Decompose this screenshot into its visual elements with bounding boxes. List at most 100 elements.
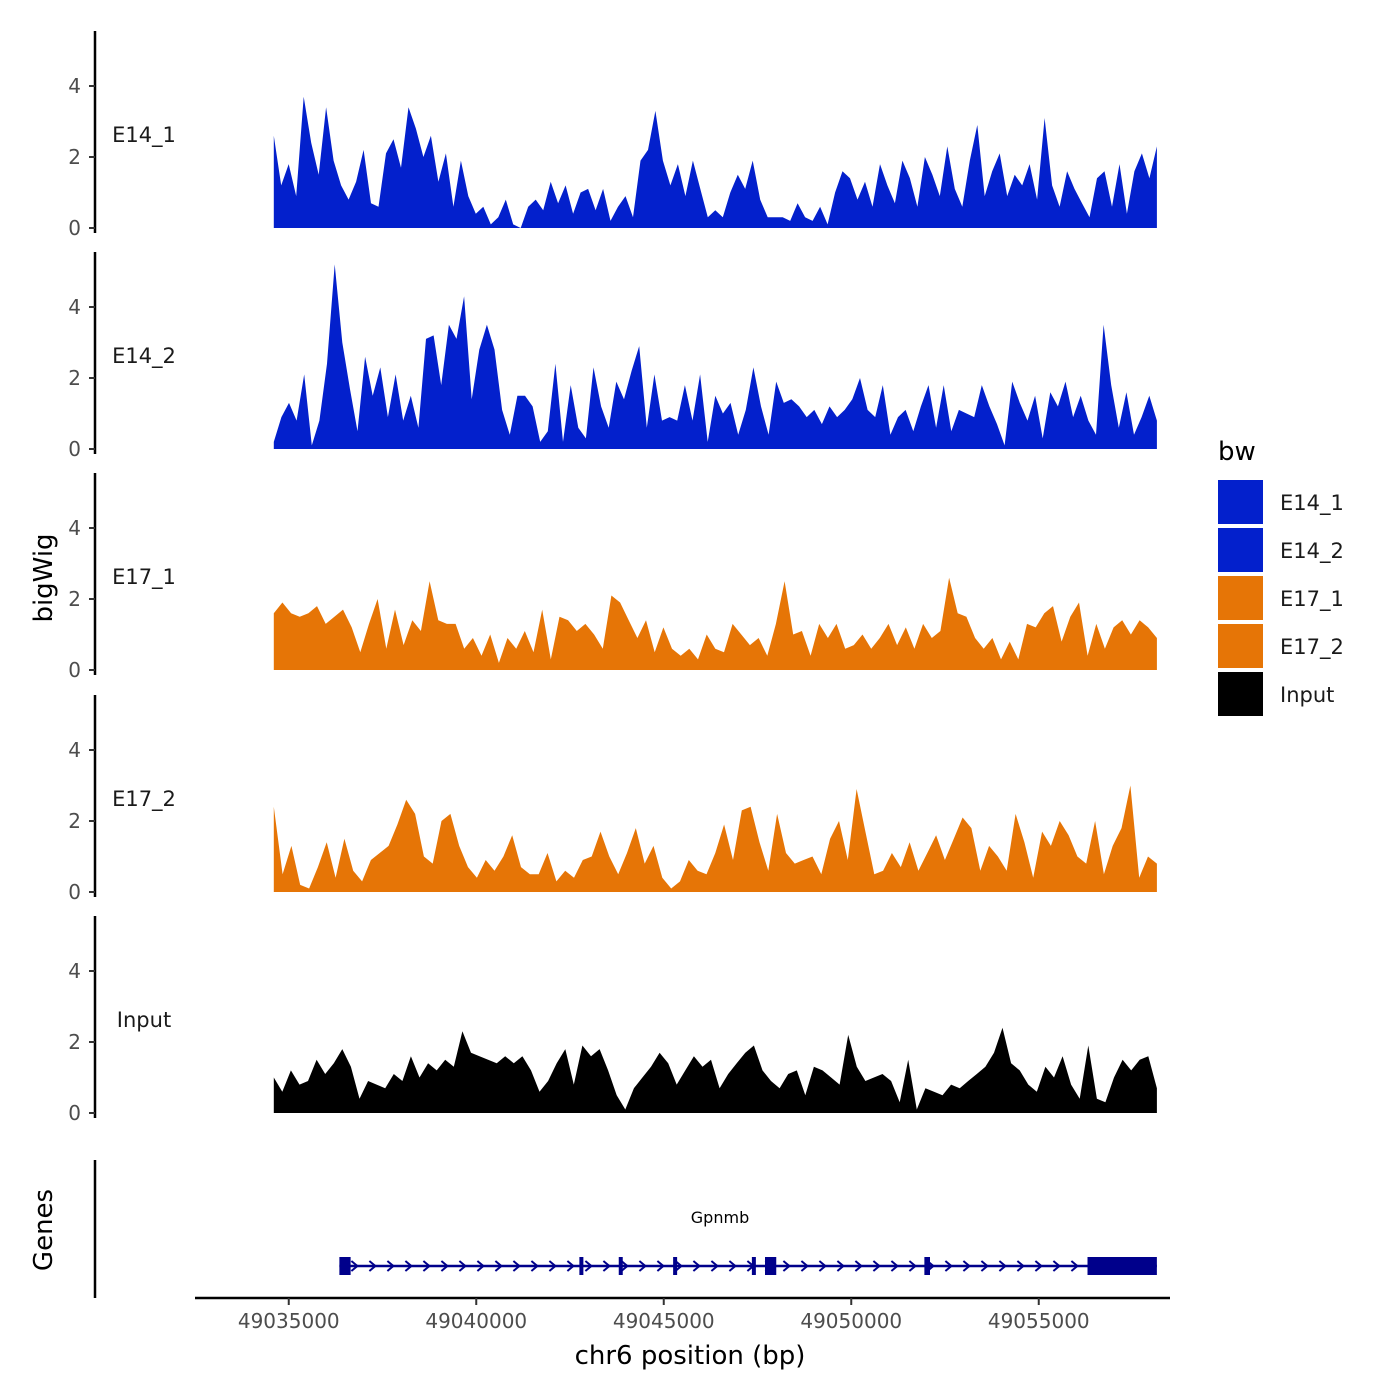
track-label-E14_1: E14_1	[112, 123, 176, 148]
strand-arrow	[1070, 1260, 1079, 1272]
strand-arrow	[998, 1260, 1007, 1272]
area-Input	[273, 1027, 1157, 1113]
track-E17_1: 0 2 4 E17_1	[68, 473, 1157, 682]
area-E17_1	[273, 577, 1157, 670]
area-E14_2	[273, 264, 1157, 449]
strand-arrow	[368, 1260, 377, 1272]
strand-arrow	[836, 1260, 845, 1272]
strand-arrow	[602, 1260, 611, 1272]
legend-swatch-E14_1	[1218, 480, 1263, 524]
strand-arrow	[584, 1260, 593, 1272]
exon-7	[924, 1257, 930, 1275]
strand-arrow	[728, 1260, 737, 1272]
y-tick-label-E17_2-2: 2	[68, 809, 81, 833]
strand-arrow	[962, 1260, 971, 1272]
y-tick-label-E17_1-0: 0	[68, 658, 81, 682]
strand-arrow	[566, 1260, 575, 1272]
y-tick-label-Input-4: 4	[68, 959, 81, 983]
y-tick-label-Input-0: 0	[68, 1101, 81, 1125]
strand-arrow	[980, 1260, 989, 1272]
exon-2	[579, 1257, 584, 1275]
strand-arrow	[656, 1260, 665, 1272]
x-tick-label-49040000: 49040000	[425, 1309, 527, 1333]
exon-4	[673, 1257, 678, 1275]
x-tick-label-49045000: 49045000	[613, 1309, 715, 1333]
y-axis-title: bigWig	[29, 533, 59, 622]
area-E17_2	[273, 785, 1157, 892]
strand-arrow	[404, 1260, 413, 1272]
exon-5	[751, 1257, 756, 1275]
track-Input: 0 2 4 Input	[68, 916, 1157, 1125]
strand-arrow	[1052, 1260, 1061, 1272]
strand-arrow	[440, 1260, 449, 1272]
strand-arrow	[350, 1260, 359, 1272]
strand-arrow	[422, 1260, 431, 1272]
y-tick-label-E14_2-0: 0	[68, 437, 81, 461]
strand-arrow	[512, 1260, 521, 1272]
legend-swatch-E17_2	[1218, 624, 1263, 668]
strand-arrow	[854, 1260, 863, 1272]
y-tick-label-E14_2-4: 4	[68, 295, 81, 319]
strand-arrow	[620, 1260, 629, 1272]
strand-arrow	[674, 1260, 683, 1272]
strand-arrow	[800, 1260, 809, 1272]
track-E14_1: 0 2 4 E14_1	[68, 31, 1157, 240]
legend: bw E14_1 E14_2 E17_1 E17_2 Input	[1218, 437, 1344, 716]
signal-tracks: 0 2 4 E14_1 0 2 4 E14_2 0 2 4 E17_1 0 2 4 E17_2 0 2 4 Input	[68, 31, 1157, 1125]
area-E14_1	[273, 96, 1157, 228]
track-E17_2: 0 2 4 E17_2	[68, 695, 1157, 904]
strand-arrow	[386, 1260, 395, 1272]
y-tick-label-E14_2-2: 2	[68, 366, 81, 390]
strand-arrow	[890, 1260, 899, 1272]
x-tick-label-49050000: 49050000	[800, 1309, 902, 1333]
exon-6	[765, 1257, 777, 1275]
strand-arrow	[782, 1260, 791, 1272]
strand-arrow	[818, 1260, 827, 1272]
legend-title: bw	[1218, 437, 1256, 467]
legend-label-E14_1: E14_1	[1280, 491, 1344, 516]
legend-label-E17_2: E17_2	[1280, 635, 1344, 660]
strand-arrow	[458, 1260, 467, 1272]
strand-arrow	[710, 1260, 719, 1272]
strand-arrow	[944, 1260, 953, 1272]
legend-label-E14_2: E14_2	[1280, 539, 1344, 564]
y-tick-label-E17_1-2: 2	[68, 587, 81, 611]
strand-arrow	[494, 1260, 503, 1272]
track-label-E17_1: E17_1	[112, 565, 176, 590]
strand-arrow	[530, 1260, 539, 1272]
strand-arrow	[476, 1260, 485, 1272]
gene-track: Gpnmb	[93, 1160, 1157, 1298]
y-tick-label-Input-2: 2	[68, 1030, 81, 1054]
y-tick-label-E14_1-2: 2	[68, 145, 81, 169]
exon-3	[618, 1257, 623, 1275]
strand-arrow	[1034, 1260, 1043, 1272]
x-tick-label-49035000: 49035000	[238, 1309, 340, 1333]
x-axis: 49035000 49040000 49045000 49050000 49055000	[195, 1296, 1170, 1333]
exon-1	[339, 1257, 351, 1275]
genes-axis-title: Genes	[29, 1189, 59, 1271]
y-tick-label-E17_2-4: 4	[68, 738, 81, 762]
strand-arrow	[1016, 1260, 1025, 1272]
y-tick-label-E17_2-0: 0	[68, 880, 81, 904]
legend-label-Input: Input	[1280, 683, 1334, 707]
x-tick-label-49055000: 49055000	[988, 1309, 1090, 1333]
legend-label-E17_1: E17_1	[1280, 587, 1344, 612]
legend-swatch-E17_1	[1218, 576, 1263, 620]
track-label-E14_2: E14_2	[112, 344, 176, 369]
strand-arrow	[692, 1260, 701, 1272]
track-label-E17_2: E17_2	[112, 787, 176, 812]
y-tick-label-E17_1-4: 4	[68, 516, 81, 540]
x-axis-title: chr6 position (bp)	[575, 1341, 806, 1371]
track-label-Input: Input	[117, 1008, 171, 1032]
y-tick-label-E14_1-0: 0	[68, 216, 81, 240]
track-E14_2: 0 2 4 E14_2	[68, 252, 1157, 461]
exon-8	[1087, 1257, 1157, 1275]
strand-arrow	[548, 1260, 557, 1272]
legend-swatch-E14_2	[1218, 528, 1263, 572]
gene-name-label: Gpnmb	[691, 1208, 749, 1227]
strand-arrow	[908, 1260, 917, 1272]
strand-arrow	[872, 1260, 881, 1272]
legend-swatch-Input	[1218, 672, 1263, 716]
strand-arrow	[638, 1260, 647, 1272]
